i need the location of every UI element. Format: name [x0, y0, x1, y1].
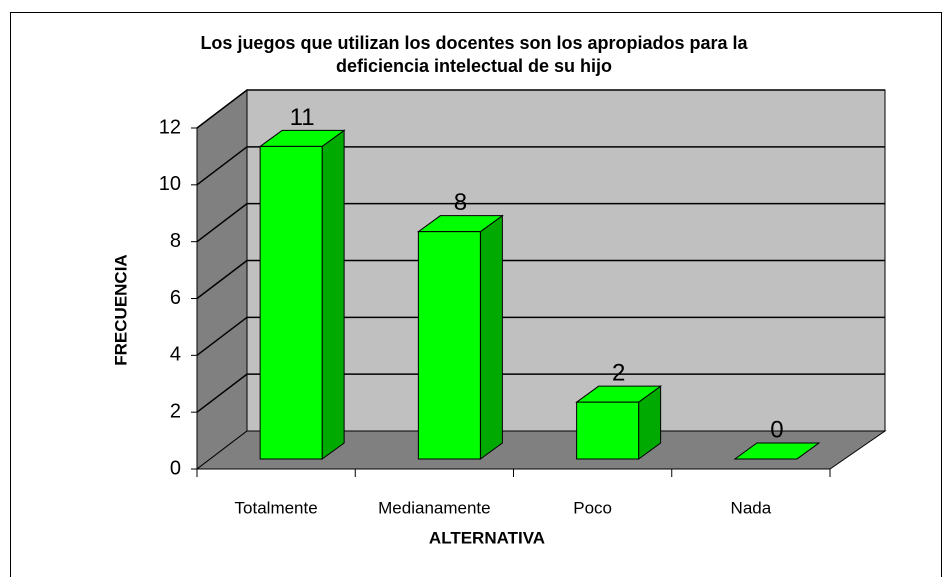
chart-title: deficiencia intelectual de su hijo: [336, 56, 612, 76]
y-axis-label: FRECUENCIA: [111, 254, 130, 365]
value-label: 0: [770, 416, 783, 443]
y-tick-label: 0: [170, 457, 181, 479]
grid-line: [196, 89, 885, 129]
y-tick-label: 8: [170, 230, 181, 252]
x-tick-label: Nada: [731, 498, 772, 517]
bar: [576, 401, 640, 460]
bar: [259, 145, 323, 460]
bar-side: [321, 129, 345, 460]
x-tick-label: Totalmente: [235, 498, 318, 517]
y-tick-label: 12: [159, 116, 181, 138]
grid-line: [196, 316, 885, 356]
grid-line: [196, 202, 885, 243]
grid-line: [196, 146, 885, 186]
x-axis-label: ALTERNATIVA: [429, 528, 545, 547]
grid-line: [196, 259, 885, 300]
y-tick-label: 2: [170, 400, 181, 422]
bar-side: [479, 214, 503, 460]
chart-title: Los juegos que utilizan los docentes son…: [200, 33, 748, 53]
value-label: 8: [454, 189, 467, 216]
grid-line: [196, 373, 885, 413]
y-tick-label: 4: [170, 344, 181, 366]
y-tick-label: 6: [170, 287, 181, 309]
x-tick-label: Medianamente: [378, 498, 490, 517]
bar-top: [733, 442, 821, 460]
bar: [417, 231, 481, 460]
y-tick-label: 10: [159, 173, 181, 195]
x-tick-label: Poco: [573, 498, 612, 517]
value-label: 11: [290, 104, 315, 131]
value-label: 2: [612, 360, 625, 387]
